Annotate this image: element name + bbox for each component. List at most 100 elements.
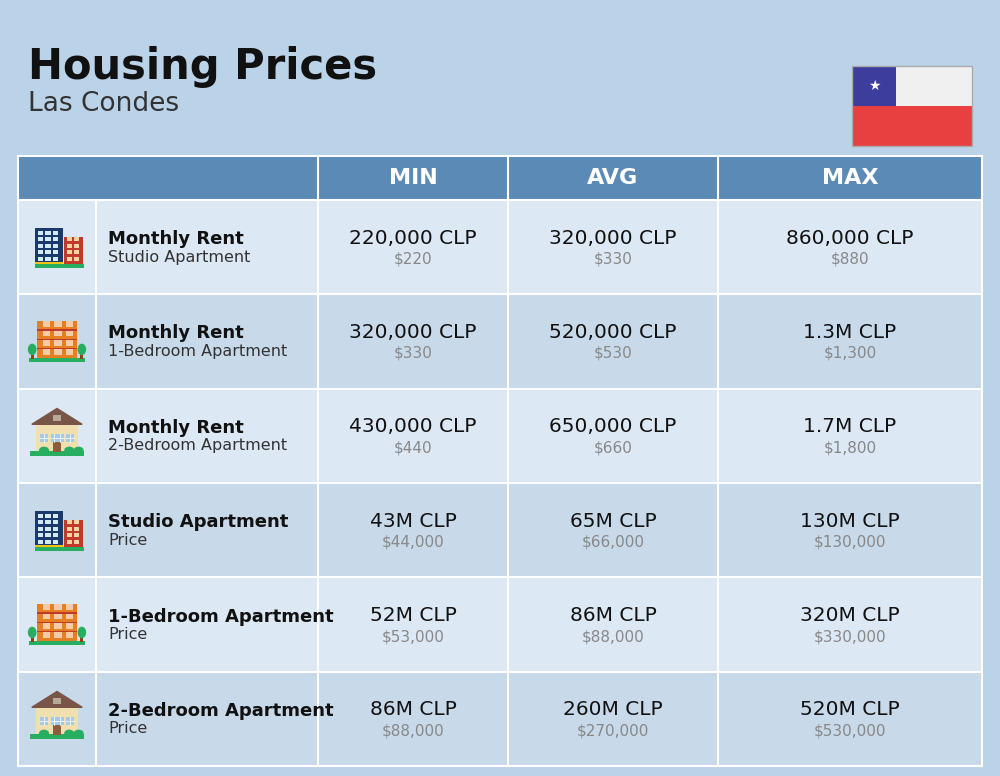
Bar <box>43 349 50 355</box>
Text: $270,000: $270,000 <box>577 723 649 738</box>
Bar <box>31 352 34 359</box>
Ellipse shape <box>78 627 86 638</box>
Text: MIN: MIN <box>389 168 437 188</box>
Bar <box>852 66 972 146</box>
Ellipse shape <box>28 344 36 355</box>
Bar <box>35 547 84 551</box>
Text: 320,000 CLP: 320,000 CLP <box>549 229 677 248</box>
Text: 1-Bedroom Apartment: 1-Bedroom Apartment <box>108 344 287 359</box>
Bar <box>66 632 73 638</box>
Text: Housing Prices: Housing Prices <box>28 46 377 88</box>
Bar <box>35 545 63 547</box>
Bar <box>45 230 51 235</box>
Bar <box>54 340 62 346</box>
Text: 650,000 CLP: 650,000 CLP <box>549 417 677 436</box>
Bar <box>38 520 43 525</box>
Bar <box>45 250 51 255</box>
Bar <box>37 605 77 642</box>
Text: $530,000: $530,000 <box>814 723 886 738</box>
Bar <box>37 321 77 359</box>
Bar <box>74 244 79 248</box>
Bar <box>29 641 85 646</box>
Text: 52M CLP: 52M CLP <box>370 606 456 625</box>
Bar <box>51 717 58 725</box>
Bar <box>18 294 982 389</box>
Bar <box>45 257 51 261</box>
Bar <box>53 257 58 261</box>
Bar <box>36 707 78 735</box>
Bar <box>18 577 982 672</box>
Polygon shape <box>32 408 82 424</box>
Bar <box>66 605 73 610</box>
Bar <box>35 262 63 265</box>
Bar <box>53 415 61 421</box>
Bar <box>852 66 896 106</box>
Bar <box>67 533 72 537</box>
Text: 430,000 CLP: 430,000 CLP <box>349 417 477 436</box>
Bar <box>66 623 73 629</box>
Text: 2-Bedroom Apartment: 2-Bedroom Apartment <box>108 438 287 453</box>
Text: 86M CLP: 86M CLP <box>370 700 456 719</box>
Text: Price: Price <box>108 627 147 642</box>
Bar <box>54 614 62 619</box>
Wedge shape <box>53 435 61 438</box>
Bar <box>53 527 58 531</box>
Text: Monthly Rent: Monthly Rent <box>108 324 244 342</box>
Text: $530: $530 <box>594 346 632 361</box>
Bar <box>45 514 51 518</box>
Bar <box>38 514 43 518</box>
Bar <box>67 520 72 525</box>
Text: 1.3M CLP: 1.3M CLP <box>803 323 897 342</box>
Bar <box>29 358 85 362</box>
Text: $660: $660 <box>594 440 632 456</box>
Bar <box>35 511 63 547</box>
Bar <box>64 520 83 547</box>
Text: Studio Apartment: Studio Apartment <box>108 250 250 265</box>
Polygon shape <box>32 691 82 707</box>
Bar <box>37 348 77 349</box>
Bar <box>54 331 62 337</box>
Text: Price: Price <box>108 532 147 548</box>
Bar <box>80 635 83 642</box>
Ellipse shape <box>74 447 84 454</box>
Text: 520M CLP: 520M CLP <box>800 700 900 719</box>
Ellipse shape <box>78 344 86 355</box>
Bar <box>45 533 51 537</box>
Bar <box>54 349 62 355</box>
Ellipse shape <box>39 729 49 737</box>
Bar <box>45 520 51 525</box>
Bar <box>74 257 79 261</box>
Bar <box>66 321 73 327</box>
Bar <box>30 734 84 739</box>
Ellipse shape <box>39 447 49 454</box>
Bar <box>38 257 43 261</box>
Bar <box>66 349 73 355</box>
Text: ★: ★ <box>868 79 880 93</box>
Bar <box>40 435 48 442</box>
Bar <box>37 631 77 632</box>
Bar <box>64 237 83 265</box>
Bar <box>18 483 982 577</box>
Text: Studio Apartment: Studio Apartment <box>108 513 288 531</box>
Text: $330,000: $330,000 <box>814 629 886 644</box>
Text: $330: $330 <box>394 346 432 361</box>
Bar <box>67 257 72 261</box>
Bar <box>53 514 58 518</box>
Bar <box>53 230 58 235</box>
Bar <box>38 230 43 235</box>
Bar <box>38 237 43 241</box>
Bar <box>53 722 61 735</box>
Text: 320M CLP: 320M CLP <box>800 606 900 625</box>
Bar <box>45 539 51 544</box>
Text: 1-Bedroom Apartment: 1-Bedroom Apartment <box>108 608 334 625</box>
Bar <box>43 632 50 638</box>
Bar <box>66 717 74 725</box>
Bar <box>37 329 77 331</box>
Bar <box>45 527 51 531</box>
Text: 320,000 CLP: 320,000 CLP <box>349 323 477 342</box>
Ellipse shape <box>28 627 36 638</box>
Bar <box>56 435 64 442</box>
Bar <box>67 244 72 248</box>
Text: AVG: AVG <box>587 168 639 188</box>
Text: Price: Price <box>108 722 147 736</box>
